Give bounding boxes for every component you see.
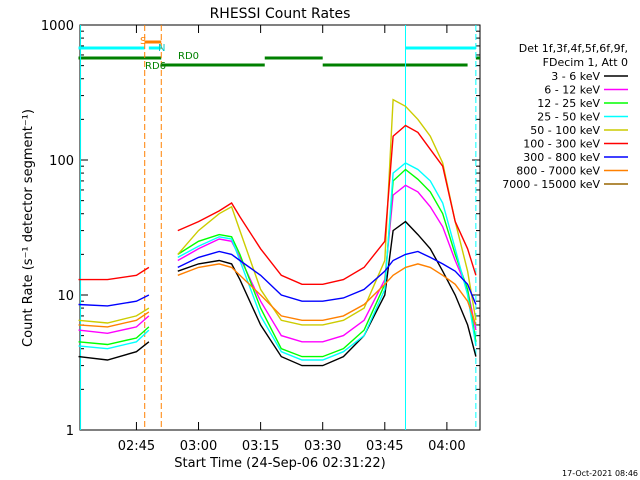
y-tick-label: 100 <box>49 154 74 169</box>
flag-rd0-label: RD0 <box>178 51 199 62</box>
x-tick-label: 03:45 <box>366 439 403 454</box>
series-line <box>78 124 477 285</box>
y-tick-label: 1000 <box>41 19 74 34</box>
x-tick-label: 03:30 <box>304 439 341 454</box>
legend-header-line1: Det 1f,3f,4f,5f,6f,9f, <box>519 42 628 55</box>
legend-label: 100 - 300 keV <box>523 138 600 151</box>
x-tick-label: 04:00 <box>428 439 465 454</box>
x-axis-label: Start Time (24-Sep-06 02:31:22) <box>174 456 385 471</box>
legend-label: 25 - 50 keV <box>537 111 600 124</box>
legend-label: 7000 - 15000 keV <box>502 178 600 191</box>
y-axis-label: Count Rate (s⁻¹ detector segment⁻¹) <box>21 109 36 347</box>
legend-label: 6 - 12 keV <box>544 84 600 97</box>
plot-frame <box>79 24 481 431</box>
axis-ticks: 02:45 03:00 03:15 03:30 03:45 04:00 1 10 100 1000 <box>41 19 480 454</box>
series-line <box>78 250 477 307</box>
flag-n-label: N <box>158 43 165 54</box>
flag-s-label: S <box>140 36 146 47</box>
series-layer <box>78 98 477 367</box>
series-line <box>78 98 477 326</box>
series-line <box>78 263 477 328</box>
chart-title: RHESSI Count Rates <box>210 6 351 22</box>
legend-header-line2: FDecim 1, Att 0 <box>543 56 628 69</box>
series-line <box>78 162 477 361</box>
legend-label: 300 - 800 keV <box>523 151 600 164</box>
x-tick-label: 03:00 <box>180 439 217 454</box>
y-tick-label: 1 <box>66 424 74 439</box>
series-line <box>78 220 477 367</box>
flag-rd6-label: RD6 <box>145 61 166 72</box>
legend-label: 50 - 100 keV <box>530 124 600 137</box>
x-tick-label: 03:15 <box>242 439 279 454</box>
series-line <box>78 168 477 358</box>
x-tick-label: 02:45 <box>118 439 155 454</box>
footer-date: 17-Oct-2021 08:46 <box>562 469 638 478</box>
legend-label: 12 - 25 keV <box>537 97 600 110</box>
legend-label: 3 - 6 keV <box>551 70 600 83</box>
y-tick-label: 10 <box>57 289 74 304</box>
legend-label: 800 - 7000 keV <box>516 165 600 178</box>
status-flag-bars <box>78 25 480 430</box>
